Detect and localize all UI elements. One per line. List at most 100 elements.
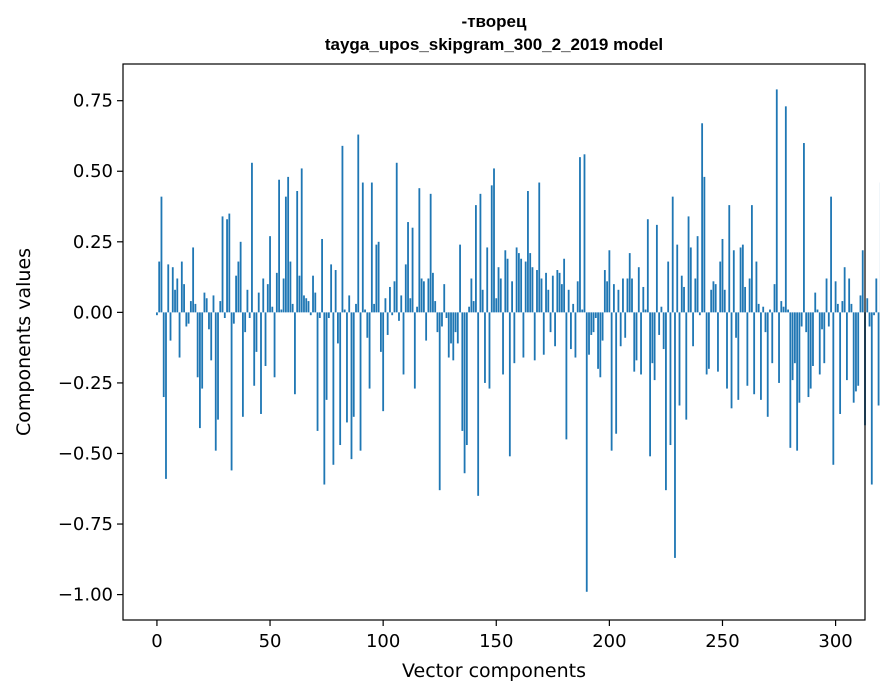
- bar: [294, 312, 296, 395]
- bar: [705, 312, 708, 375]
- bar: [377, 241, 380, 313]
- bar: [230, 312, 233, 471]
- bar: [260, 312, 262, 414]
- chart-title: -творец: [462, 12, 527, 31]
- bar: [386, 312, 389, 335]
- bar: [375, 244, 378, 313]
- bar: [825, 278, 828, 313]
- bar: [456, 312, 459, 344]
- bar: [192, 247, 195, 313]
- bar: [834, 281, 837, 313]
- bar: [592, 312, 595, 333]
- bar: [760, 312, 762, 400]
- bar: [791, 312, 794, 381]
- bar: [504, 250, 507, 313]
- bar: [228, 213, 231, 313]
- bar: [212, 295, 215, 313]
- bar: [189, 301, 192, 313]
- bar: [332, 312, 335, 465]
- bar: [158, 261, 161, 313]
- bar: [572, 303, 575, 313]
- bar: [721, 238, 724, 313]
- bar: [248, 312, 251, 319]
- bar: [214, 312, 217, 451]
- bar: [732, 250, 735, 313]
- bar: [219, 301, 222, 313]
- bar: [762, 306, 765, 313]
- bar: [606, 281, 609, 313]
- bar: [782, 306, 785, 313]
- bar: [463, 312, 466, 474]
- bar: [585, 312, 588, 592]
- bar: [199, 312, 201, 429]
- bar: [271, 306, 274, 313]
- bar: [447, 312, 450, 358]
- bar: [359, 312, 362, 451]
- x-tick-label: 200: [592, 631, 626, 652]
- bar: [348, 295, 351, 313]
- bar: [178, 312, 181, 358]
- bar: [696, 236, 699, 313]
- bar: [633, 312, 636, 372]
- bar: [472, 301, 475, 313]
- bar: [730, 312, 733, 409]
- bar: [400, 295, 403, 313]
- bar: [800, 312, 803, 327]
- bar: [581, 309, 584, 313]
- bars-group: [156, 89, 880, 592]
- x-tick-label: 0: [151, 631, 162, 652]
- bar: [169, 312, 172, 341]
- x-tick-label: 250: [705, 631, 739, 652]
- bar: [832, 312, 835, 465]
- bar: [402, 312, 405, 375]
- bar: [823, 312, 826, 364]
- bar: [330, 264, 333, 313]
- bar: [687, 216, 690, 313]
- bar: [255, 312, 258, 352]
- bar: [685, 312, 688, 420]
- bar: [615, 312, 618, 434]
- bar: [264, 312, 267, 366]
- bar: [316, 312, 319, 431]
- bar: [289, 261, 292, 313]
- bar: [244, 312, 247, 333]
- bar: [624, 312, 627, 338]
- bar: [266, 284, 269, 313]
- bar: [574, 312, 577, 358]
- chart-subtitle: tayga_upos_skipgram_300_2_2019 model: [325, 35, 663, 54]
- bar: [726, 312, 728, 389]
- bar: [370, 182, 373, 313]
- bar: [852, 312, 855, 403]
- bar: [739, 247, 742, 313]
- bar: [502, 312, 504, 375]
- bar: [425, 312, 428, 341]
- bar: [551, 275, 554, 313]
- bar: [667, 261, 670, 313]
- bar: [515, 247, 518, 313]
- bar: [741, 244, 744, 313]
- bar: [619, 312, 622, 347]
- bar: [671, 196, 674, 313]
- bar: [364, 309, 366, 313]
- bar: [434, 301, 437, 313]
- bar: [413, 312, 416, 389]
- bar: [508, 312, 511, 457]
- bar: [409, 298, 412, 313]
- bar: [418, 188, 421, 313]
- bar: [866, 298, 869, 313]
- bar: [393, 281, 396, 313]
- bar: [855, 312, 857, 392]
- bar: [746, 312, 749, 386]
- bar: [665, 312, 667, 491]
- bar: [789, 312, 792, 448]
- bar: [531, 267, 534, 313]
- bar: [361, 182, 364, 313]
- bar: [232, 312, 235, 324]
- bar: [160, 196, 163, 313]
- bar: [563, 258, 566, 313]
- bar: [594, 312, 597, 319]
- bar: [162, 312, 165, 398]
- bar: [649, 312, 651, 457]
- bar: [712, 281, 715, 313]
- bar: [859, 295, 862, 313]
